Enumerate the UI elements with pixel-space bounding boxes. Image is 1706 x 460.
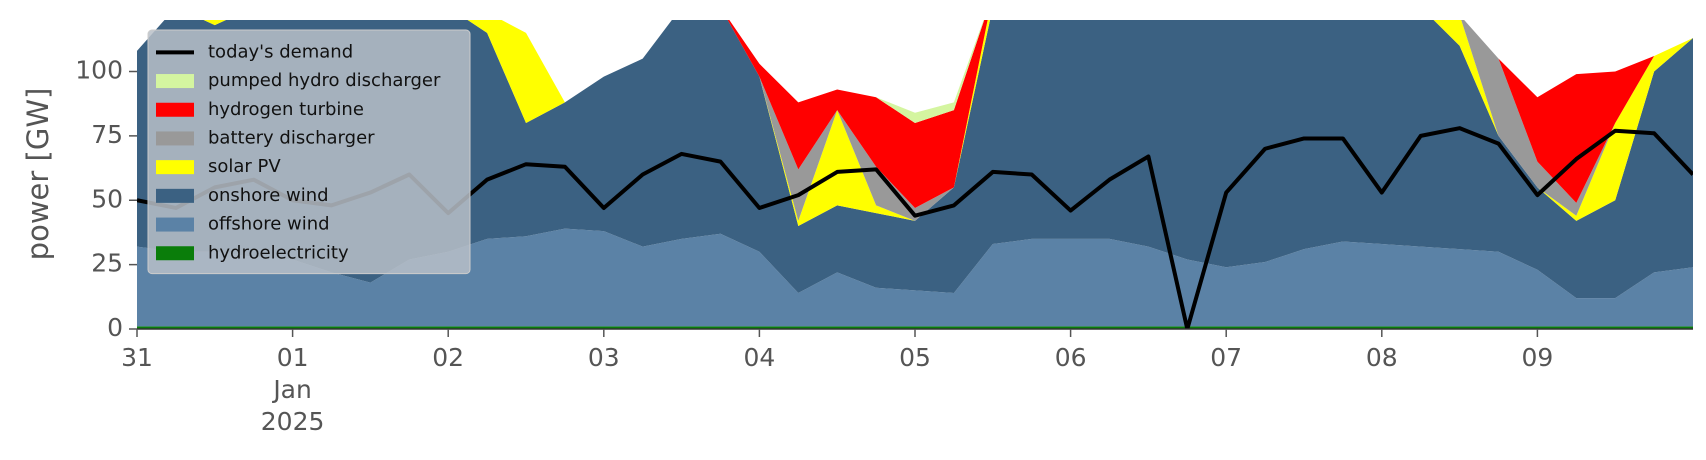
x-tick-label: 09 (1521, 343, 1554, 372)
x-tick-label: 01 Jan 2025 (260, 343, 325, 436)
y-axis-label: power [GW] (21, 88, 55, 261)
legend-label: hydrogen turbine (208, 99, 364, 120)
legend-label: onshore wind (208, 185, 329, 206)
legend-label: today's demand (208, 41, 353, 62)
area (137, 228, 1693, 327)
legend-swatch (156, 160, 194, 175)
x-tick-label: 03 (587, 343, 620, 372)
legend-swatch (156, 131, 194, 146)
y-tick-label: 75 (91, 120, 123, 149)
legend-swatch (156, 102, 194, 117)
legend-label: pumped hydro discharger (208, 70, 441, 91)
legend-label: offshore wind (208, 214, 330, 235)
legend: today's demand pumped hydro discharger hyd… (147, 29, 471, 275)
x-tick-label: 05 (899, 343, 931, 372)
area (137, 20, 1693, 299)
y-tick-label: 0 (107, 313, 123, 342)
legend-swatch (156, 188, 194, 203)
y-tick-label: 50 (91, 184, 123, 213)
x-tick-label: 06 (1054, 343, 1087, 372)
y-tick-label: 100 (75, 56, 123, 85)
x-tick-label: 31 (121, 343, 153, 372)
plot-area (137, 20, 1693, 329)
legend-label: hydroelectricity (208, 242, 349, 263)
legend-label: battery discharger (208, 127, 375, 148)
x-tick-label: 07 (1210, 343, 1243, 372)
legend-swatch (156, 74, 194, 89)
y-tick-label: 25 (91, 249, 123, 278)
x-tick-label: 04 (743, 343, 776, 372)
x-tick-label: 08 (1365, 343, 1398, 372)
area (137, 20, 1693, 226)
legend-swatch (156, 246, 194, 261)
x-tick-label: 02 (432, 343, 465, 372)
area (137, 20, 1693, 208)
legend-box (147, 29, 471, 275)
legend-label: solar PV (208, 156, 281, 177)
legend-swatch (156, 217, 194, 232)
